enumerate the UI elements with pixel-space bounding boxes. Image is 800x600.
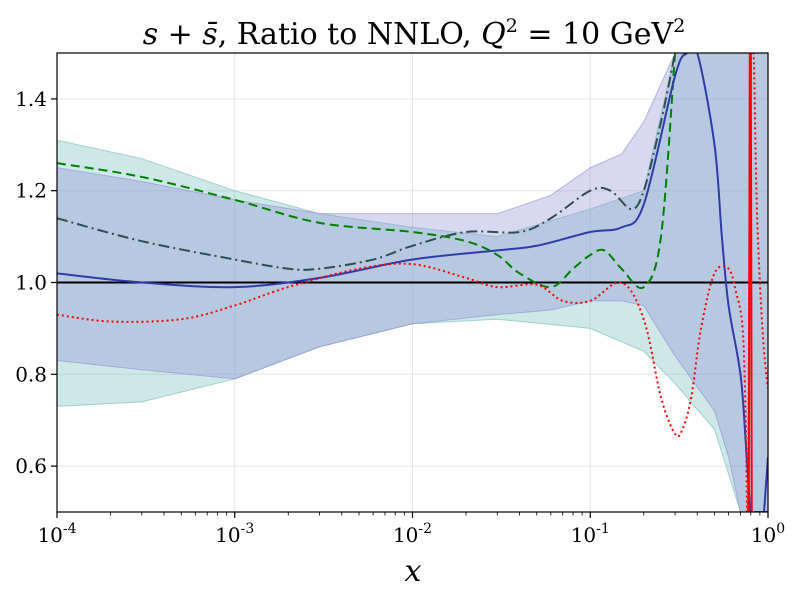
x-tick-label: 10-1: [571, 521, 610, 547]
title-scale-eq: = 10 GeV: [518, 17, 675, 52]
darkslate-dashdot-line: [57, 53, 677, 271]
x-tick-label: 10-4: [37, 521, 76, 547]
title-text: , Ratio to NNLO,: [218, 17, 481, 52]
title-scale-var: Q: [481, 17, 506, 52]
x-tick-label: 10-3: [215, 521, 254, 547]
x-axis-ticks: 10-4 10-3 10-2 10-1 100: [37, 512, 785, 547]
title-pdf: s + s̄: [143, 17, 218, 52]
title-unit-exp: 2: [673, 15, 685, 37]
y-tick-label: 1.0: [15, 271, 47, 295]
y-tick-label: 1.4: [15, 87, 47, 111]
x-tick-label: 100: [751, 521, 785, 547]
chart-title: s + s̄, Ratio to NNLO, Q2 = 10 GeV2: [143, 15, 686, 52]
y-axis-ticks: 0.6 0.8 1.0 1.2 1.4: [15, 87, 57, 478]
red-spike-line: [747, 53, 753, 512]
y-tick-label: 0.6: [15, 454, 47, 478]
x-tick-label: 10-2: [393, 521, 432, 547]
title-scale-exp: 2: [506, 15, 518, 37]
green-dashed-line: [57, 53, 677, 290]
y-tick-label: 0.8: [15, 362, 47, 386]
series-lines: [57, 53, 768, 512]
x-axis-label: x: [405, 554, 422, 589]
y-tick-label: 1.2: [15, 179, 47, 203]
